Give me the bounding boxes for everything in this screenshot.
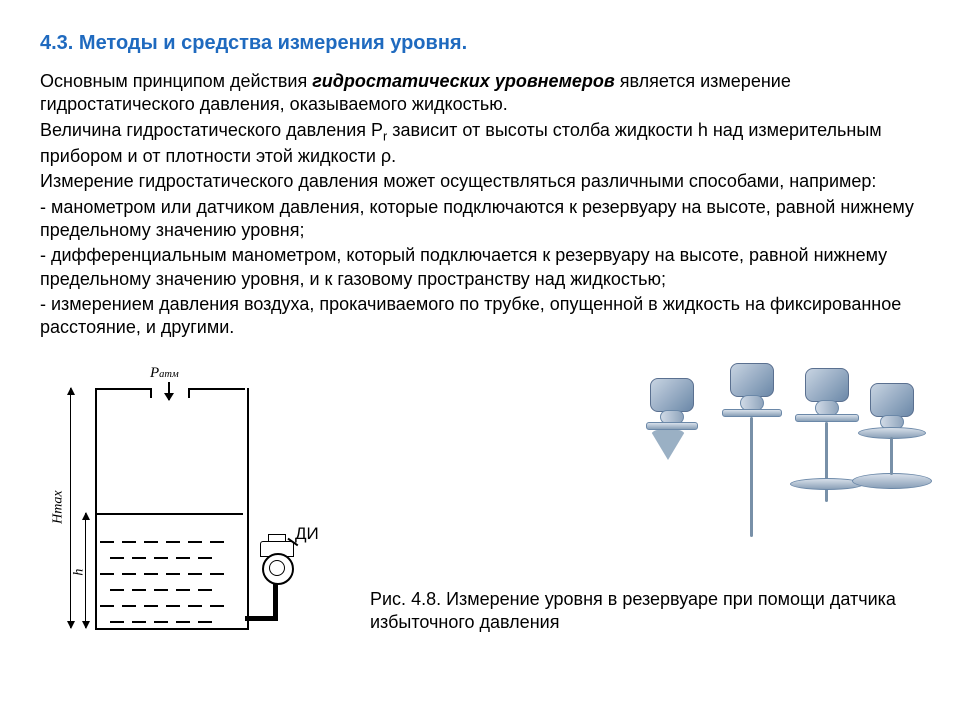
sensors-photo (640, 358, 920, 558)
list-item-1: - манометром или датчиком давления, кото… (40, 196, 920, 243)
liquid-dash (100, 558, 240, 560)
h-label: h (70, 568, 88, 575)
di-label: ДИ (295, 523, 319, 545)
list-item-2: - дифференциальным манометром, который п… (40, 244, 920, 291)
hmax-label: Hmax (50, 490, 68, 523)
liquid-dash (110, 574, 240, 576)
liquid-dash (100, 526, 240, 528)
p-atm-label: Ратм (150, 364, 179, 384)
text: Р (150, 365, 159, 381)
text: Основным принципом действия (40, 71, 312, 91)
liquid-dash (100, 590, 240, 592)
paragraph-3: Измерение гидростатического давления мож… (40, 170, 920, 193)
right-column: Рис. 4.8. Измерение уровня в резервуаре … (370, 358, 920, 635)
paragraph-1: Основным принципом действия гидростатиче… (40, 70, 920, 117)
liquid-surface (97, 513, 243, 515)
list-item-3: - измерением давления воздуха, прокачива… (40, 293, 920, 340)
text: Величина гидростатического давления Р (40, 120, 383, 140)
term-hydrostatic: гидростатических уровнемеров (312, 71, 615, 91)
paragraph-2: Величина гидростатического давления Рr з… (40, 119, 920, 168)
subscript: атм (159, 369, 179, 380)
pipe (245, 616, 275, 621)
section-heading: 4.3. Методы и средства измерения уровня. (40, 30, 920, 56)
tank-diagram: Ратм Hmax h ДИ (40, 358, 340, 658)
liquid-dash (110, 606, 240, 608)
tank-body (95, 388, 249, 630)
pressure-sensor-icon (262, 553, 294, 585)
figure-caption: Рис. 4.8. Измерение уровня в резервуаре … (370, 588, 920, 635)
figure-row: Ратм Hmax h ДИ (40, 358, 920, 658)
dimension-hmax (70, 388, 71, 628)
liquid-dash (110, 542, 240, 544)
